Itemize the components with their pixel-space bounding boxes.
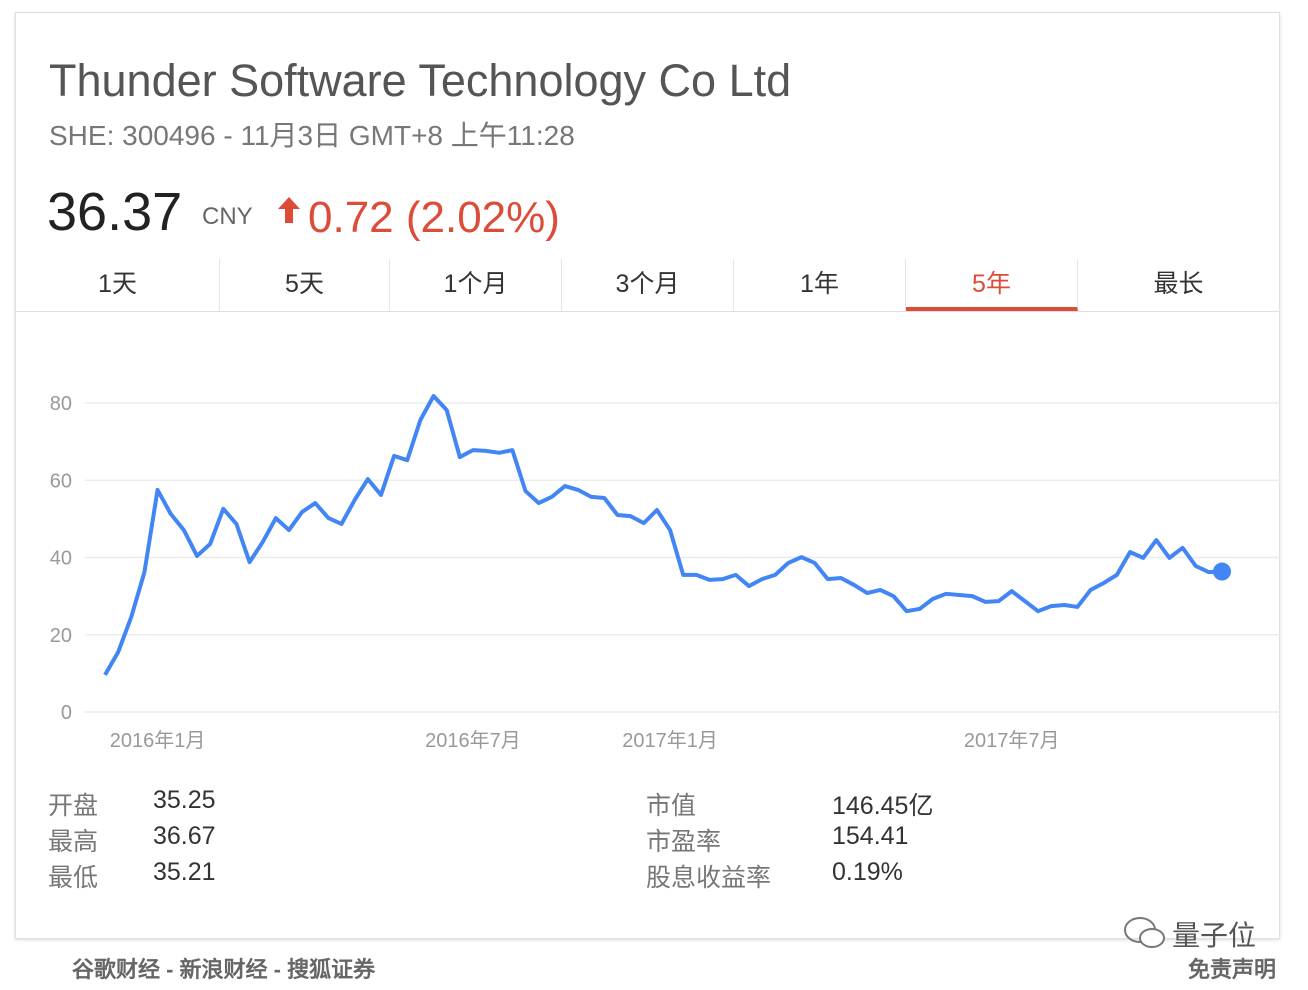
tab[interactable]: 5年 bbox=[906, 259, 1078, 311]
currency: CNY bbox=[202, 203, 253, 230]
tab[interactable]: 1年 bbox=[734, 259, 906, 311]
x-tick-label: 2016年1月 bbox=[110, 729, 206, 752]
tab[interactable]: 5天 bbox=[220, 259, 390, 311]
stat-label: 股息收益率 bbox=[646, 864, 772, 892]
stat-label: 市值 bbox=[646, 792, 697, 820]
x-tick-label: 2017年1月 bbox=[622, 729, 718, 752]
up-arrow bbox=[278, 197, 300, 223]
stat-label: 市盈率 bbox=[646, 828, 722, 856]
price-line bbox=[103, 394, 1223, 676]
stat-label: 最低 bbox=[48, 864, 99, 892]
price-change: 0.72 (2.02%) bbox=[308, 193, 560, 242]
x-tick-label: 2017年7月 bbox=[964, 729, 1060, 752]
tab[interactable]: 最长 bbox=[1153, 270, 1204, 298]
sources[interactable]: 谷歌财经 - 新浪财经 - 搜狐证券 bbox=[72, 957, 376, 982]
x-tick-label: 2016年7月 bbox=[425, 729, 521, 752]
finance-card: Thunder Software Technology Co Ltd SHE: … bbox=[15, 12, 1280, 939]
stat-value: 35.21 bbox=[153, 858, 216, 886]
price: 36.37 bbox=[47, 182, 183, 242]
disclaimer[interactable]: 免责声明 bbox=[1187, 957, 1276, 982]
stat-value: 36.67 bbox=[153, 822, 216, 850]
watermark: 量子位 bbox=[1172, 920, 1257, 951]
y-tick-label: 60 bbox=[50, 470, 72, 492]
stat-value: 154.41 bbox=[832, 822, 909, 850]
tab[interactable]: 1天 bbox=[16, 259, 220, 311]
stat-value: 0.19% bbox=[832, 858, 903, 886]
range-tabs: 1天 5天 1个月 3个月 1年 5年 最长 bbox=[16, 259, 1279, 312]
y-tick-label: 0 bbox=[61, 702, 72, 724]
stat-value: 35.25 bbox=[153, 786, 216, 814]
title: Thunder Software Technology Co Ltd bbox=[49, 55, 792, 106]
stat-value: 146.45亿 bbox=[832, 792, 934, 820]
tab[interactable]: 1个月 bbox=[390, 259, 562, 311]
wechat-icon bbox=[1124, 917, 1165, 948]
stat-label: 最高 bbox=[48, 828, 99, 856]
stat-label: 开盘 bbox=[48, 792, 99, 820]
y-tick-label: 40 bbox=[50, 548, 72, 570]
tab[interactable]: 3个月 bbox=[562, 259, 734, 311]
subtitle: SHE: 300496 - 11月3日 GMT+8 上午11:28 bbox=[49, 120, 575, 151]
last-point bbox=[1213, 562, 1231, 581]
y-tick-label: 80 bbox=[50, 393, 72, 415]
y-tick-label: 20 bbox=[50, 625, 72, 647]
